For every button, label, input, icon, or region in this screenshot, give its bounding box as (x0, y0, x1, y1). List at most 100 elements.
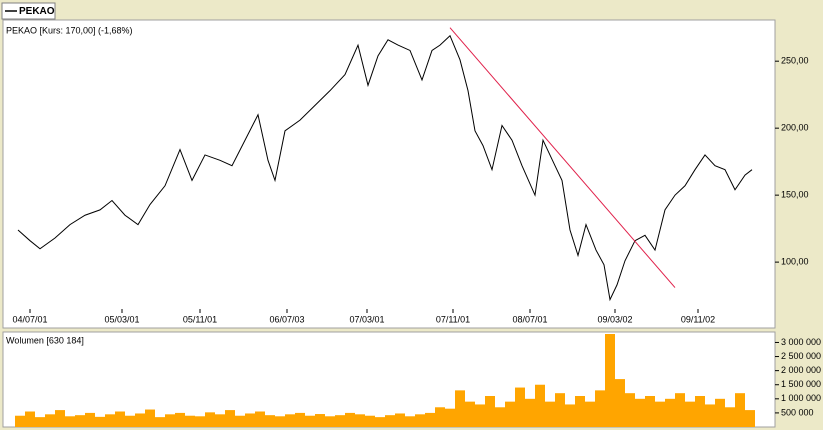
volume-bar (185, 415, 195, 427)
volume-bar (375, 417, 385, 427)
volume-bar (405, 416, 415, 427)
x-tick-label: 05/03/01 (104, 314, 139, 324)
volume-bar (595, 390, 605, 427)
volume-bar (475, 404, 485, 427)
x-tick-label: 04/07/01 (12, 314, 47, 324)
volume-bar (215, 414, 225, 427)
volume-bar (465, 401, 475, 427)
x-tick-label: 05/11/01 (183, 314, 217, 324)
y-tick-label: 2 500 000 (781, 351, 821, 361)
volume-bar (435, 407, 445, 427)
volume-bar (355, 414, 365, 427)
volume-bar (455, 390, 465, 427)
volume-bar (145, 409, 155, 427)
price-line (17, 34, 753, 302)
legend-box (1, 2, 56, 20)
volume-bar (505, 401, 515, 427)
volume-bar (335, 415, 345, 427)
volume-bar (575, 396, 585, 427)
y-tick-label: 150,00 (781, 190, 809, 200)
volume-bar (245, 413, 255, 427)
y-tick-label: 250,00 (781, 56, 809, 66)
x-tick-label: 06/07/03 (269, 314, 304, 324)
x-tick-label: 09/03/02 (597, 314, 632, 324)
volume-bar (695, 396, 705, 427)
legend-label: PEKAO (19, 6, 55, 17)
trend-line (449, 27, 676, 288)
y-tick-label: 1 000 000 (781, 393, 821, 403)
volume-bar (645, 396, 655, 427)
volume-title: Wolumen [630 184] (6, 335, 84, 345)
volume-bar (55, 410, 65, 427)
volume-bar (225, 410, 235, 427)
volume-bar (255, 411, 265, 427)
volume-bar (15, 415, 25, 427)
volume-bar (675, 393, 685, 427)
volume-bar (655, 401, 665, 427)
volume-bar (715, 398, 725, 427)
volume-bar (415, 414, 425, 427)
volume-bar (195, 416, 205, 427)
volume-bar (635, 398, 645, 427)
volume-bar (325, 416, 335, 427)
volume-bar (25, 411, 35, 427)
volume-bar (705, 404, 715, 427)
volume-bar (395, 413, 405, 427)
volume-bar (295, 412, 305, 427)
y-tick-label: 3 000 000 (781, 337, 821, 347)
volume-bar (65, 416, 75, 427)
volume-bar (285, 414, 295, 427)
volume-bar (275, 416, 285, 427)
y-tick-label: 200,00 (781, 123, 809, 133)
volume-bar (175, 412, 185, 427)
volume-bar (35, 417, 45, 427)
volume-bar (45, 414, 55, 427)
volume-bar (155, 417, 165, 427)
volume-bar (685, 401, 695, 427)
y-tick-label: 100,00 (781, 256, 809, 266)
x-tick-label: 09/11/02 (681, 314, 715, 324)
volume-bar (75, 415, 85, 427)
volume-bar (345, 412, 355, 427)
volume-bar (385, 415, 395, 427)
volume-bar (515, 387, 525, 427)
volume-bar (165, 414, 175, 427)
volume-bar (735, 393, 745, 427)
volume-bar (265, 415, 275, 427)
volume-bar (125, 415, 135, 427)
volume-bar (85, 412, 95, 427)
volume-bar (625, 393, 635, 427)
volume-bar (315, 414, 325, 427)
volume-bar (585, 401, 595, 427)
volume-bar (425, 412, 435, 427)
volume-bar (535, 384, 545, 427)
volume-bar (485, 396, 495, 427)
price-title: PEKAO [Kurs: 170,00] (-1,68%) (6, 25, 133, 35)
volume-bar (95, 416, 105, 427)
volume-bar (305, 415, 315, 427)
volume-bar (365, 415, 375, 427)
volume-bar (235, 415, 245, 427)
volume-bar (545, 401, 555, 427)
volume-bar (495, 407, 505, 427)
x-tick-label: 08/07/01 (512, 314, 547, 324)
volume-bar (665, 398, 675, 427)
volume-bar (615, 379, 625, 427)
volume-bar (135, 413, 145, 427)
volume-bar (115, 411, 125, 427)
volume-bar (105, 414, 115, 427)
volume-bar (205, 412, 215, 427)
volume-bar (555, 393, 565, 427)
price-panel (2, 19, 776, 329)
x-tick-label: 07/11/01 (436, 314, 470, 324)
x-tick-label: 07/03/01 (349, 314, 384, 324)
volume-bar (605, 334, 615, 427)
y-tick-label: 1 500 000 (781, 379, 821, 389)
volume-bar (745, 410, 755, 427)
y-tick-label: 500 000 (781, 407, 814, 417)
y-tick-label: 2 000 000 (781, 365, 821, 375)
volume-bar (565, 404, 575, 427)
volume-bar (525, 398, 535, 427)
volume-bar (445, 408, 455, 427)
